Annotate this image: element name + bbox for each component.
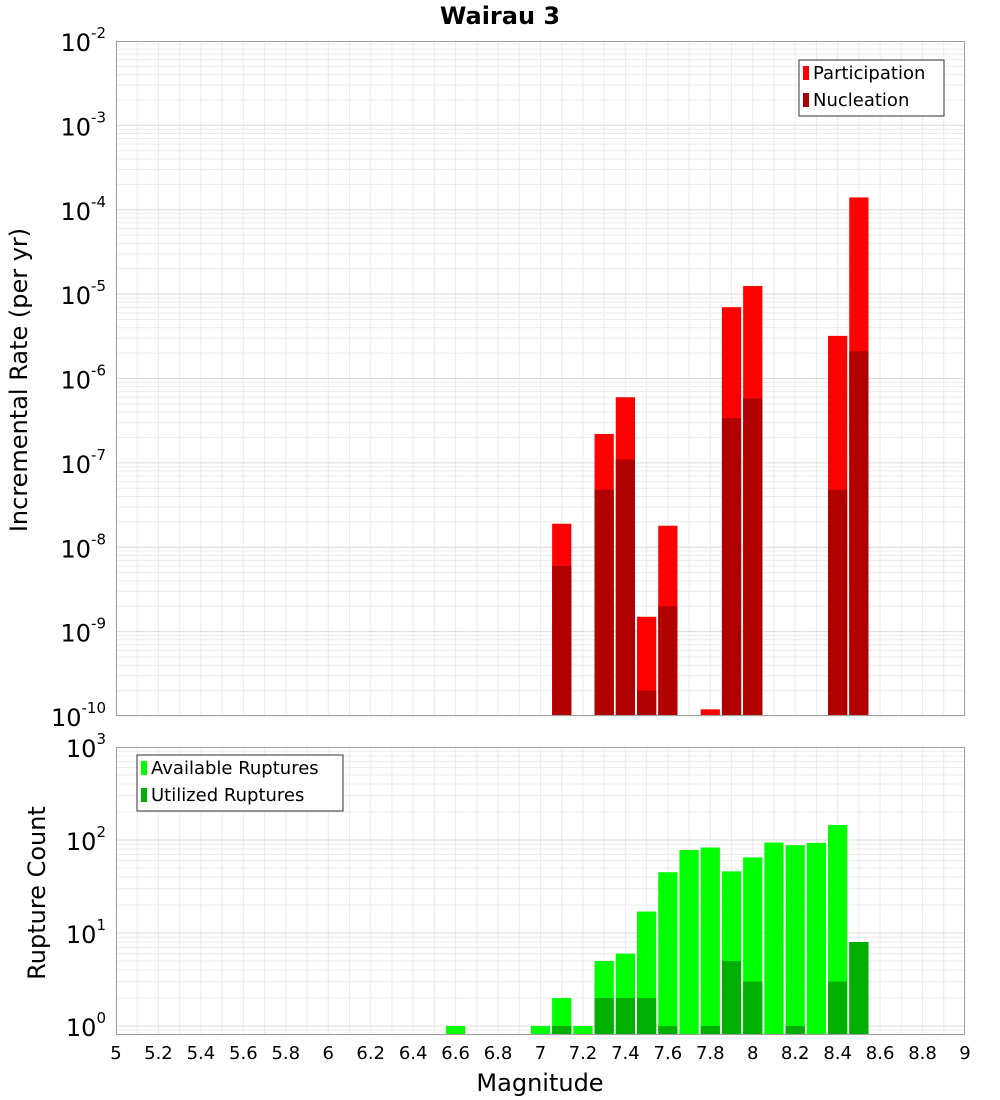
bar-available-ruptures [445, 1025, 466, 1035]
x-tick-label: 6 [323, 1043, 334, 1064]
count-panel: 100 101 102 103 Available Ruptures Utilized R… [66, 730, 971, 1064]
legend-box [136, 754, 344, 812]
bar-nucleation [743, 398, 763, 716]
legend-entry: Participation [813, 63, 925, 84]
series-utilized-ruptures [552, 942, 869, 1035]
x-tick-label: 7 [535, 1043, 546, 1064]
y-tick-label: 102 [66, 823, 106, 856]
bar-utilized-ruptures [594, 997, 614, 1035]
bar-available-ruptures [552, 997, 572, 1035]
bar-available-ruptures [764, 842, 784, 1035]
x-tick-label: 6.8 [484, 1043, 513, 1064]
x-tick-label: 6.4 [399, 1043, 428, 1064]
y-axis-label-count: Rupture Count [23, 806, 51, 980]
bar-utilized-ruptures [615, 997, 636, 1035]
bar-nucleation [849, 351, 869, 716]
y-tick-label: 10-9 [60, 615, 106, 648]
bar-utilized-ruptures [849, 942, 869, 1035]
bar-nucleation [552, 565, 572, 716]
legend-rate: Participation Nucleation [798, 59, 945, 117]
legend-swatch [141, 788, 147, 802]
bar-utilized-ruptures [658, 1025, 678, 1035]
legend-swatch [141, 761, 147, 775]
y-tick-label: 10-10 [51, 699, 106, 732]
y-tick-label: 10-5 [60, 277, 106, 310]
x-tick-label: 5.2 [144, 1043, 173, 1064]
y-tick-label: 103 [66, 730, 106, 763]
x-tick-label: 8.2 [781, 1043, 810, 1064]
y-tick-label: 100 [66, 1009, 106, 1042]
y-tick-label: 10-2 [60, 24, 106, 57]
plot-frame-rate [116, 41, 965, 716]
plot-frame-count [116, 747, 965, 1035]
x-tick-label: 7.4 [611, 1043, 640, 1064]
bar-nucleation [721, 418, 742, 716]
x-tick-label: 8.4 [823, 1043, 852, 1064]
x-tick-label: 9 [959, 1043, 970, 1064]
y-axis-label-rate: Incremental Rate (per yr) [5, 228, 33, 532]
bar-utilized-ruptures [828, 981, 848, 1035]
legend-swatch [803, 93, 809, 107]
legend-entry: Utilized Ruptures [151, 785, 304, 806]
bar-utilized-ruptures [637, 997, 657, 1035]
y-tick-label: 101 [66, 916, 106, 949]
series-nucleation [552, 351, 869, 716]
x-tick-label: 6.6 [441, 1043, 470, 1064]
bar-nucleation [615, 459, 636, 716]
bar-utilized-ruptures [700, 1025, 720, 1035]
x-tick-label: 5 [110, 1043, 121, 1064]
y-tick-label: 10-7 [60, 446, 106, 479]
bar-utilized-ruptures [552, 1025, 572, 1035]
legend-entry: Nucleation [813, 90, 909, 111]
x-tick-label: 7.2 [569, 1043, 598, 1064]
x-axis-label: Magnitude [476, 1069, 603, 1097]
bar-nucleation [594, 489, 614, 716]
legend-entry: Available Ruptures [151, 758, 319, 779]
bar-available-ruptures [806, 842, 827, 1035]
bar-utilized-ruptures [743, 981, 763, 1035]
bar-available-ruptures [700, 847, 720, 1035]
x-tick-label: 6.2 [356, 1043, 385, 1064]
bar-nucleation [637, 690, 657, 716]
bar-utilized-ruptures [721, 960, 742, 1035]
chart-title: Wairau 3 [440, 2, 560, 30]
bar-nucleation [828, 489, 848, 716]
bar-available-ruptures [785, 845, 805, 1035]
bar-available-ruptures [530, 1025, 551, 1035]
y-tick-label: 10-8 [60, 530, 106, 563]
bar-utilized-ruptures [785, 1025, 805, 1035]
x-tick-label: 5.4 [187, 1043, 216, 1064]
legend-swatch [803, 66, 809, 80]
x-tick-label: 5.8 [271, 1043, 300, 1064]
bar-available-ruptures [679, 850, 699, 1035]
y-tick-label: 10-4 [60, 193, 106, 226]
y-tick-label: 10-3 [60, 108, 106, 141]
x-tick-label: 8.6 [866, 1043, 895, 1064]
legend-count: Available Ruptures Utilized Ruptures [136, 754, 344, 812]
x-tick-label: 7.6 [654, 1043, 683, 1064]
bar-nucleation [658, 606, 678, 716]
x-tick-label: 5.6 [229, 1043, 258, 1064]
bar-participation [700, 709, 720, 716]
bar-available-ruptures [658, 872, 678, 1035]
x-tick-label: 7.8 [696, 1043, 725, 1064]
bar-available-ruptures [573, 1025, 593, 1035]
rate-panel: 10-10 10-9 10-8 10-7 10-6 10-5 10-4 10-3 10-2 Par… [51, 24, 966, 732]
y-tick-label: 10-6 [60, 362, 106, 395]
x-tick-label: 8 [747, 1043, 758, 1064]
x-tick-label: 8.8 [908, 1043, 937, 1064]
legend-box [798, 59, 945, 117]
